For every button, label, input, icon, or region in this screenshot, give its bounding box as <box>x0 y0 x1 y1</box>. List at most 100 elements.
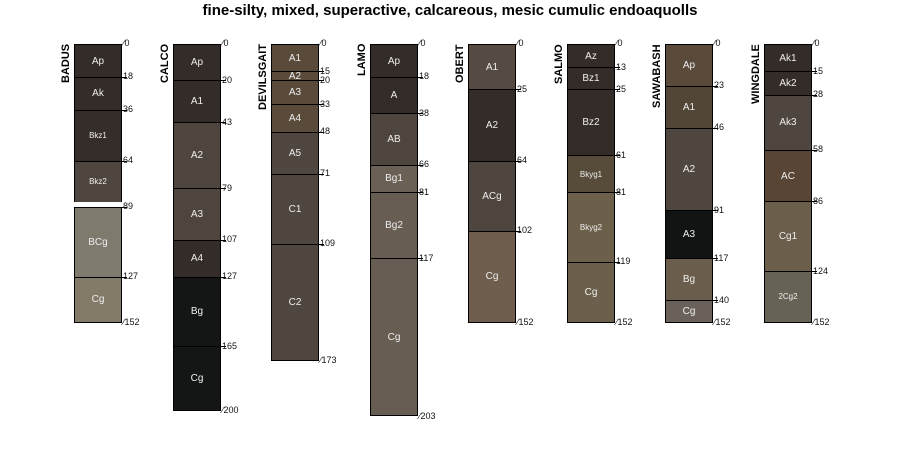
depth-label: 79 <box>222 182 233 193</box>
depth-label: 25 <box>517 83 528 94</box>
horizon: Ap <box>665 44 713 87</box>
horizon: Cg <box>74 277 122 323</box>
depth-label: ∕0 <box>517 38 524 48</box>
horizon-boundary <box>74 76 127 78</box>
depth-label: 36 <box>123 104 134 115</box>
horizon: Bg2 <box>370 192 418 259</box>
horizon-boundary <box>567 67 620 69</box>
depth-label: ∕173 <box>320 355 337 366</box>
depth-label: ∕203 <box>419 410 436 421</box>
horizon-boundary <box>764 94 817 96</box>
horizon-boundary <box>665 258 718 260</box>
horizon-boundary <box>271 173 324 175</box>
horizon-boundary <box>173 276 226 278</box>
horizon: Bg <box>665 258 713 301</box>
horizon-boundary <box>370 76 423 78</box>
horizon: Bkz1 <box>74 110 122 162</box>
depth-label: 165 <box>222 340 238 351</box>
horizon-boundary <box>74 109 127 111</box>
depth-label: 117 <box>714 252 729 263</box>
horizon-boundary <box>665 300 718 302</box>
horizon-boundary <box>271 131 324 133</box>
depth-label: ∕0 <box>714 38 721 48</box>
horizon-boundary <box>665 127 718 129</box>
horizon: A <box>370 77 418 114</box>
depth-label: 127 <box>222 271 238 282</box>
profile-name: SALMO <box>553 44 565 84</box>
horizon: Cg <box>173 346 221 411</box>
horizon-boundary <box>173 188 226 190</box>
profile-name: DEVILSGAIT <box>257 43 269 110</box>
horizon-boundary <box>173 239 226 241</box>
horizon: Bkyg1 <box>567 155 615 193</box>
depth-label: ∕152 <box>517 316 534 327</box>
horizon: A1 <box>468 44 516 90</box>
horizon: A2 <box>173 122 221 189</box>
horizon-boundary <box>665 210 718 212</box>
horizon-boundary <box>567 261 620 263</box>
horizon-boundary <box>173 122 226 124</box>
depth-label: 64 <box>123 155 134 166</box>
horizon-boundary <box>370 258 423 260</box>
depth-label: 33 <box>320 98 331 109</box>
figure-title: fine-silty, mixed, superactive, calcareo… <box>202 2 698 19</box>
horizon-boundary <box>271 104 324 106</box>
depth-label: ∕152 <box>813 316 830 327</box>
horizon-boundary <box>567 89 620 91</box>
horizon: ACg <box>468 161 516 232</box>
horizon: A2 <box>665 128 713 211</box>
depth-label: 102 <box>517 225 533 236</box>
depth-label: ∕152 <box>616 316 633 327</box>
depth-label: 18 <box>123 71 134 82</box>
depth-label: 28 <box>813 89 824 100</box>
horizon: Ak1 <box>764 44 812 72</box>
horizon: A4 <box>271 104 319 133</box>
depth-label: 109 <box>320 238 336 248</box>
horizon: AB <box>370 113 418 166</box>
depth-label: 46 <box>714 122 725 133</box>
horizon-boundary <box>468 89 521 91</box>
horizon: Bkyg2 <box>567 192 615 263</box>
depth-label: 107 <box>222 234 238 245</box>
horizon: Ak2 <box>764 71 812 96</box>
horizon-boundary <box>764 201 817 203</box>
depth-label: 64 <box>517 155 528 166</box>
horizon: A3 <box>173 188 221 241</box>
horizon: C2 <box>271 244 319 362</box>
horizon-boundary <box>271 243 324 245</box>
horizon-boundary <box>567 192 620 194</box>
depth-label: 86 <box>813 195 824 206</box>
horizon: Ap <box>370 44 418 78</box>
horizon-boundary <box>468 230 521 232</box>
depth-label: 20 <box>320 74 331 85</box>
depth-label: 18 <box>419 71 430 82</box>
horizon: A4 <box>173 240 221 278</box>
depth-label: 81 <box>419 186 430 197</box>
depth-label: 23 <box>714 80 725 91</box>
profile-name: OBERT <box>454 44 466 84</box>
horizon-boundary <box>468 160 521 162</box>
horizon: A1 <box>665 86 713 129</box>
horizon: AC <box>764 150 812 202</box>
depth-label: 48 <box>320 126 331 137</box>
horizon-boundary <box>74 206 127 208</box>
depth-label: 127 <box>123 271 139 282</box>
depth-label: 25 <box>616 83 627 94</box>
depth-label: 58 <box>813 144 824 155</box>
depth-label: 66 <box>419 159 430 170</box>
depth-label: 13 <box>616 61 627 72</box>
depth-label: 91 <box>714 204 725 215</box>
horizon: Bz1 <box>567 67 615 90</box>
profile-name: BADUS <box>60 43 72 83</box>
horizon-boundary <box>665 85 718 87</box>
depth-label: ∕0 <box>222 38 229 48</box>
horizon: Cg <box>567 262 615 323</box>
profile-name: LAMO <box>356 43 368 76</box>
horizon: Ap <box>74 44 122 78</box>
depth-label: ∕0 <box>616 38 623 48</box>
horizon-boundary <box>74 276 127 278</box>
horizon: A5 <box>271 132 319 175</box>
depth-label: 20 <box>222 74 233 85</box>
horizon-boundary <box>764 71 817 73</box>
horizon: A3 <box>271 80 319 105</box>
